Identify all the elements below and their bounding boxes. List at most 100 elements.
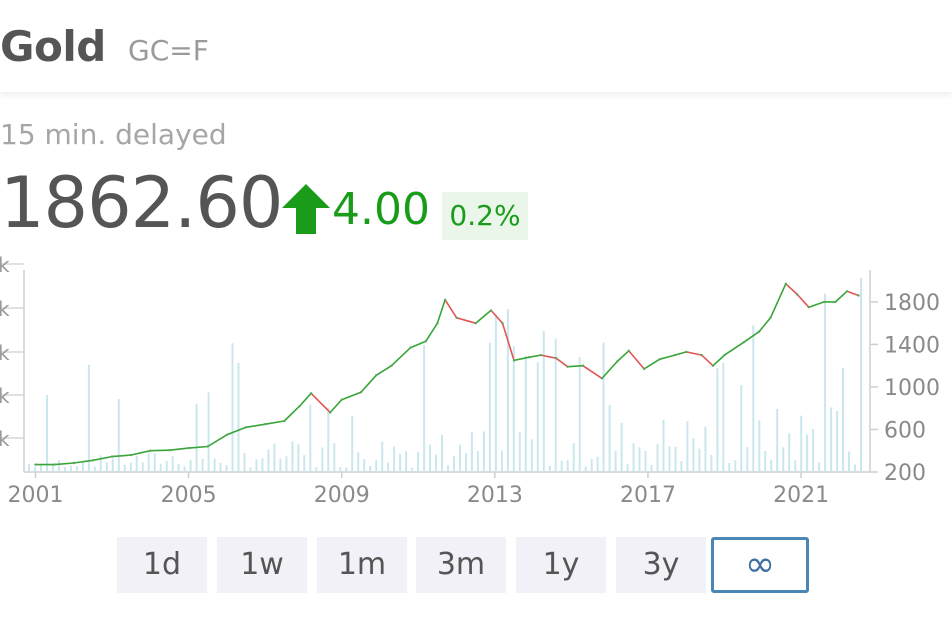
volume-bar [387,462,390,472]
volume-bar [129,462,132,472]
price-point [642,367,646,371]
price-point [244,426,248,429]
volume-bar [512,346,515,472]
price-line-segment [329,398,343,414]
volume-bar [836,411,839,472]
price-line-segment [539,354,557,359]
price-line-segment [673,351,688,356]
price-point [130,453,133,457]
price-point [616,360,619,363]
price-point [34,463,37,466]
volume-bar [482,431,485,472]
range-button-1d[interactable]: 1d [117,537,207,593]
x-tick-label: 2001 [7,483,63,508]
volume-bar [51,464,54,472]
range-button-1w[interactable]: 1w [217,537,307,593]
volume-bar [854,464,856,472]
price-line-segment [700,354,714,367]
price-line-segment [130,449,152,456]
price-line-segment [168,447,190,451]
up-arrow-icon [282,184,330,234]
volume-bar [842,367,845,472]
price-line-segment [474,309,492,324]
price-point [187,446,190,450]
price-point [53,463,56,466]
price-point [390,364,393,367]
volume-bar [99,455,102,472]
volume-bar [195,404,198,472]
price-point [375,374,378,377]
volume-bar [171,456,174,472]
volume-bar [399,454,402,472]
price-line-segment [685,351,703,356]
price-point [784,282,787,285]
volume-bar [291,441,294,472]
price-point [340,398,343,401]
price-point [834,300,837,304]
volume-bar [309,404,312,472]
price-line-segment [425,322,439,342]
left-tick-label: k [0,341,10,365]
volume-bar [243,453,246,472]
price-point [149,449,152,452]
price-point [554,357,558,360]
volume-bar [231,343,234,472]
price-line-segment [283,405,301,422]
volume-bar [830,407,833,472]
volume-bar [237,362,240,472]
volume-bar [63,467,66,472]
volume-bar [590,459,593,472]
volume-bar [638,447,641,472]
price-line-segment [658,354,676,361]
range-button-max[interactable]: ∞ [711,537,809,593]
price-point [742,341,745,344]
price-point [512,359,516,362]
volume-bar [423,345,426,472]
volume-bar [69,465,72,472]
price-line-segment [501,322,515,362]
volume-bar [147,452,150,472]
volume-bar [698,448,701,472]
price-point [225,433,229,436]
volume-bar [686,421,689,472]
price-point [658,358,661,361]
volume-bar [40,464,42,472]
price-line-segment [807,301,825,309]
ticker-symbol: GC=F [128,34,209,67]
range-button-3m[interactable]: 3m [416,537,506,593]
volume-bar [752,325,755,472]
volume-bar [123,464,126,472]
volume-bar [411,467,414,472]
range-button-1m[interactable]: 1m [317,537,407,593]
price-line-segment [264,420,286,425]
volume-bar [315,467,318,472]
price-point [283,419,286,423]
price-point [757,330,761,333]
volume-bar [93,466,96,472]
price-line-segment [187,445,209,449]
y-tick-label: 1400 [884,333,940,358]
price-line-segment [360,374,378,394]
volume-bar [273,443,276,472]
volume-bar [34,467,36,472]
volume-bar [734,460,737,472]
volume-bar [554,338,557,472]
y-tick-label: 200 [884,461,926,486]
range-button-3y[interactable]: 3y [616,537,706,593]
volume-bar [812,428,815,472]
price-point [769,316,772,319]
volume-bar [818,462,821,472]
volume-bar [656,443,659,472]
range-button-1y[interactable]: 1y [516,537,606,593]
volume-bar [764,451,767,472]
price-line-segment [73,459,94,464]
volume-bar [189,459,192,472]
left-tick-label: k [0,427,10,451]
volume-bar [321,447,324,472]
price-line-segment [769,282,787,319]
price-point [822,300,826,304]
volume-bar [722,362,725,472]
volume-bar [476,451,479,472]
price-point [700,353,703,357]
